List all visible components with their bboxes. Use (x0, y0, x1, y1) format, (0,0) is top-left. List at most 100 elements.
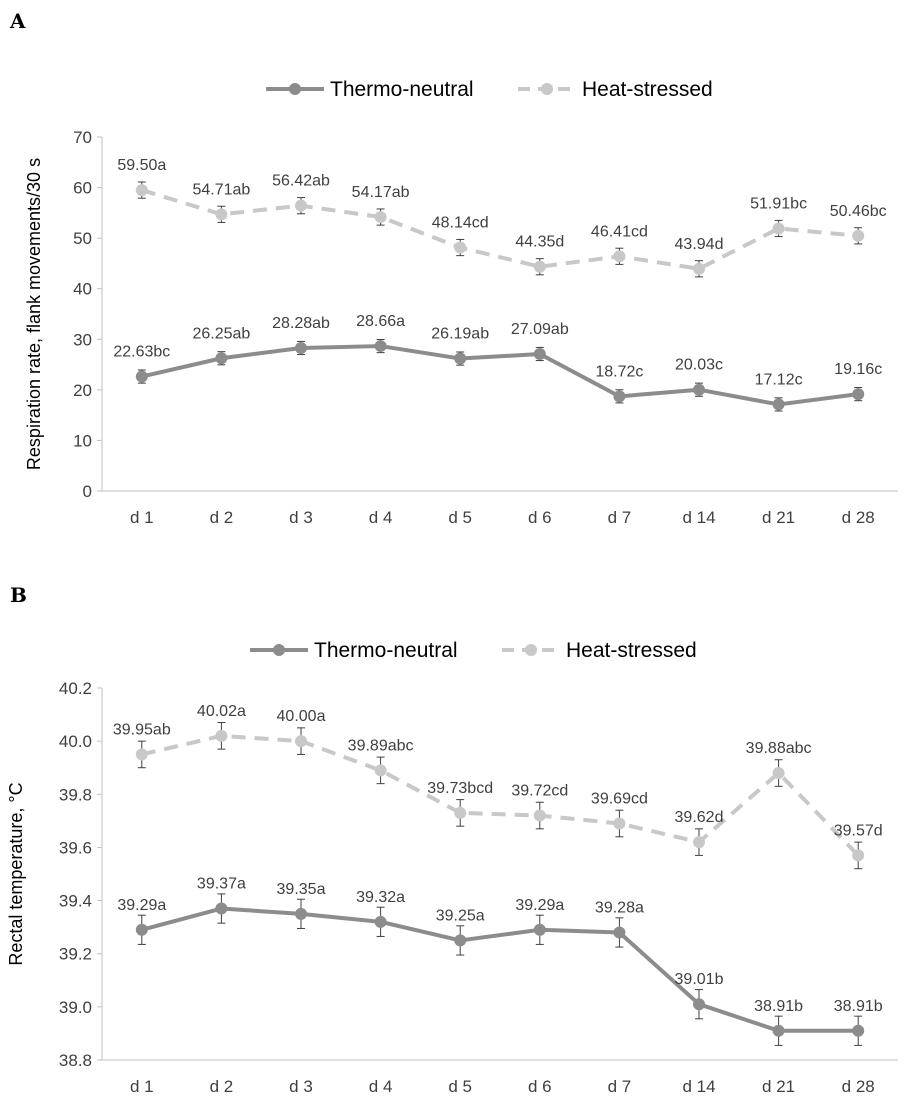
data-point (533, 260, 546, 273)
legend-marker-1 (541, 83, 553, 95)
x-tick-label: d 6 (528, 1077, 552, 1096)
x-tick-label: d 1 (130, 1077, 154, 1096)
data-label: 19.16c (834, 361, 882, 378)
x-tick-label: d 4 (369, 508, 393, 527)
y-tick-label: 38.8 (59, 1051, 92, 1070)
chart-panel-a: 0 10 20 30 40 50 60 70 d 1 d 2 d 3 d 4 d 5 d 6 d 7 d 14… (24, 78, 898, 527)
data-point (215, 902, 228, 915)
x-tick-label: d 3 (289, 508, 313, 527)
data-label: 39.29a (117, 897, 166, 914)
x-tick-label: d 28 (842, 1077, 875, 1096)
data-point (374, 764, 387, 777)
data-label: 39.89abc (348, 737, 414, 754)
data-point (295, 341, 307, 354)
data-label: 39.88abc (746, 740, 812, 757)
data-point (613, 817, 626, 830)
data-point (135, 923, 148, 936)
y-tick-label: 39.4 (59, 892, 92, 911)
data-label: 59.50a (117, 157, 166, 174)
legend-marker-1 (525, 644, 537, 656)
data-point (135, 184, 148, 197)
data-point (135, 370, 148, 383)
data-label: 38.91b (754, 998, 803, 1015)
y-tick-label: 40 (73, 280, 92, 299)
legend-label-0: Thermo-neutral (314, 639, 458, 662)
data-point (374, 340, 387, 353)
y-tick-label: 39.8 (59, 785, 92, 804)
series-line-0 (141, 344, 859, 407)
data-label: 17.12c (755, 371, 803, 388)
data-label: 44.35d (515, 234, 564, 251)
data-point (693, 262, 705, 275)
series-line-1 (141, 733, 860, 857)
data-point (454, 241, 467, 254)
x-tick-label: d 2 (210, 508, 234, 527)
data-label: 54.71ab (192, 181, 250, 198)
panel-b-letter: B (10, 583, 27, 607)
x-tick-label: d 21 (762, 508, 795, 527)
data-point (533, 923, 546, 936)
y-tick-label: 50 (73, 229, 92, 248)
data-label: 20.03c (675, 357, 723, 374)
data-point (613, 390, 626, 403)
panel-a-letter: A (9, 9, 26, 33)
data-point (215, 729, 228, 742)
data-label: 39.29a (515, 897, 564, 914)
x-tick-label: d 7 (608, 508, 632, 527)
data-point (454, 934, 467, 947)
chart-panel-b: 38.8 39.0 39.2 39.4 39.6 39.8 40.0 40.2 d 1 d 2 d … (6, 639, 898, 1096)
x-tick-label: d 21 (762, 1077, 795, 1096)
x-tick-label: d 2 (210, 1077, 234, 1096)
y-tick-label: 39.0 (59, 998, 92, 1017)
data-label: 54.17ab (352, 184, 410, 201)
data-point (613, 250, 626, 263)
legend-label-0: Thermo-neutral (330, 78, 474, 101)
y-axis-title: Respiration rate, flank movements/30 s (24, 158, 44, 470)
data-label: 39.95ab (113, 721, 171, 738)
data-point (772, 767, 785, 780)
y-tick-label: 39.6 (59, 838, 92, 857)
data-label: 39.69cd (591, 791, 648, 808)
data-label: 27.09ab (511, 321, 569, 338)
x-tick-label: d 1 (130, 508, 154, 527)
data-label: 48.14cd (432, 215, 489, 232)
data-point (613, 926, 626, 939)
data-label: 39.37a (197, 876, 246, 893)
data-label: 26.25ab (192, 325, 250, 342)
data-label: 39.32a (356, 889, 405, 906)
y-tick-label: 40.0 (59, 732, 92, 751)
data-label: 43.94d (675, 236, 724, 253)
y-tick-label: 10 (73, 431, 92, 450)
data-point (772, 222, 785, 235)
data-label: 39.62d (675, 809, 724, 826)
data-point (852, 229, 865, 242)
data-label: 38.91b (834, 998, 883, 1015)
data-point (693, 383, 705, 396)
y-axis-title: Rectal temperature, °C (6, 782, 26, 965)
data-label: 39.01b (675, 971, 724, 988)
data-point (454, 806, 467, 819)
data-label: 46.41cd (591, 223, 648, 240)
data-label: 22.63bc (113, 344, 170, 361)
data-label: 39.72cd (511, 783, 568, 800)
x-tick-label: d 4 (369, 1077, 393, 1096)
data-point (852, 849, 865, 862)
data-label: 50.46bc (830, 203, 887, 220)
data-label: 39.25a (436, 907, 485, 924)
y-tick-label: 60 (73, 179, 92, 198)
data-point (533, 348, 546, 361)
data-point (215, 352, 228, 365)
series-line-0 (141, 906, 859, 1033)
data-point (295, 199, 307, 212)
data-label: 39.57d (834, 822, 883, 839)
data-label: 56.42ab (272, 173, 330, 190)
data-label: 40.02a (197, 703, 246, 720)
data-label: 39.28a (595, 899, 644, 916)
data-label: 39.35a (277, 881, 326, 898)
data-point (852, 388, 865, 401)
y-tick-label: 0 (83, 482, 92, 501)
data-point (374, 211, 387, 224)
data-point (295, 907, 307, 920)
data-label: 26.19ab (431, 326, 489, 343)
x-tick-label: d 14 (682, 508, 715, 527)
